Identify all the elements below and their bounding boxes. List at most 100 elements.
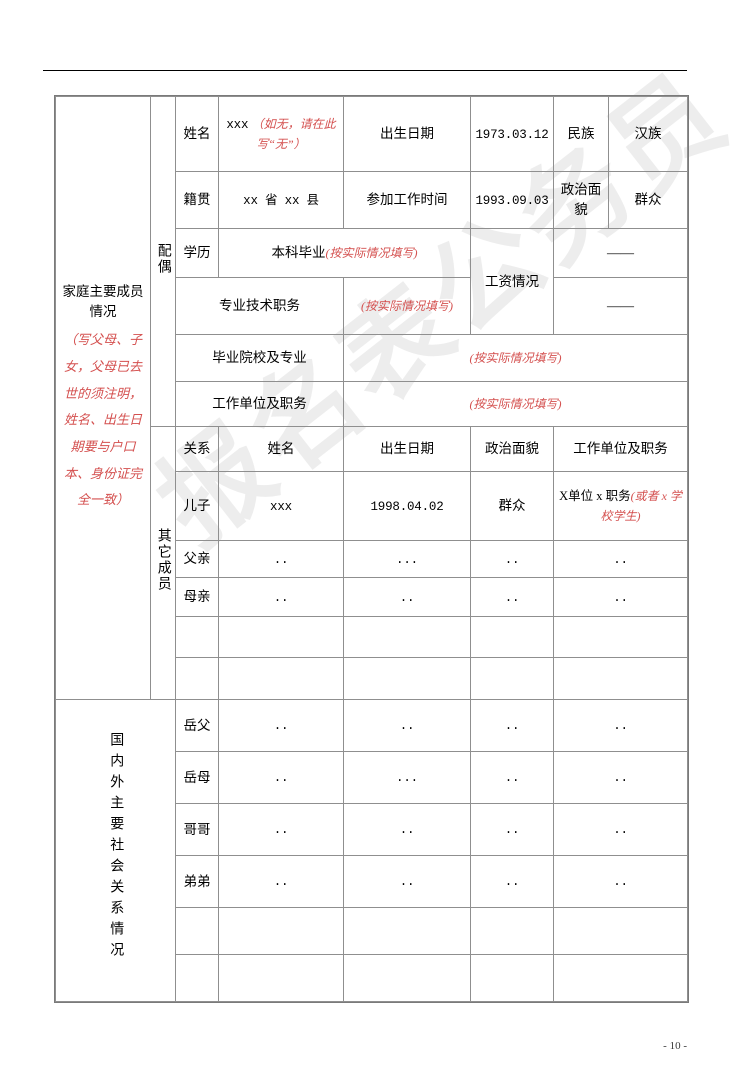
members-header-name: 姓名 — [267, 441, 295, 457]
spouse-birth-label-cell: 出生日期 — [343, 96, 471, 172]
social-row-4-name-cell[interactable] — [218, 907, 344, 955]
family-row-0-birth-cell[interactable]: 1998.04.02 — [343, 471, 471, 541]
social-row-4-political-cell[interactable] — [470, 907, 554, 955]
family-row-4-relation-cell[interactable] — [175, 657, 219, 700]
table-row — [56, 954, 688, 1002]
family-row-2-workunit-cell[interactable]: .. — [553, 577, 688, 617]
spouse-school-value-cell[interactable]: (按实际情况填写) — [343, 334, 688, 382]
family-row-1-relation-cell[interactable]: 父亲 — [175, 540, 219, 578]
family-row-4-name-cell[interactable] — [218, 657, 344, 700]
social-row-4-relation-cell[interactable] — [175, 907, 219, 955]
social-row-1-workunit-cell[interactable]: .. — [553, 751, 688, 804]
social-row-workunit: .. — [613, 875, 628, 890]
registration-form-sheet: 家庭主要成员情况 （写父母、子女，父母已去世的须注明，姓名、出生日期要与户口本、… — [54, 95, 689, 1003]
spouse-ethnicity-value-cell[interactable]: 汉族 — [608, 96, 688, 172]
social-row-2-workunit-cell[interactable]: .. — [553, 803, 688, 856]
social-row-5-political-cell[interactable] — [470, 954, 554, 1002]
spouse-birth-value-cell[interactable]: 1973.03.12 — [470, 96, 554, 172]
spouse-education-value-cell[interactable]: 本科毕业(按实际情况填写) — [218, 228, 471, 278]
social-row-1-birth-cell[interactable]: ... — [343, 751, 471, 804]
social-row-birth: .. — [399, 823, 415, 838]
other-members-label: 其它成员 — [155, 528, 171, 593]
spouse-ethnicity-label: 民族 — [567, 126, 595, 142]
social-row-0-political-cell[interactable]: .. — [470, 699, 554, 752]
family-row-0-political-cell[interactable]: 群众 — [470, 471, 554, 541]
family-row-0-name-cell[interactable]: xxx — [218, 471, 344, 541]
spouse-name-note: （如无，请在此写“无”） — [251, 117, 336, 152]
spouse-name-value-cell[interactable]: xxx （如无，请在此写“无”） — [218, 96, 344, 172]
spouse-name-label: 姓名 — [183, 126, 211, 142]
spouse-workstart-label-cell: 参加工作时间 — [343, 171, 471, 229]
social-row-5-workunit-cell[interactable] — [553, 954, 688, 1002]
social-row-3-birth-cell[interactable]: .. — [343, 855, 471, 908]
social-row-5-name-cell[interactable] — [218, 954, 344, 1002]
family-row-4-political-cell[interactable] — [470, 657, 554, 700]
family-row-4-birth-cell[interactable] — [343, 657, 471, 700]
spouse-label-cell: 配偶 — [150, 96, 176, 427]
spouse-political-value-cell[interactable]: 群众 — [608, 171, 688, 229]
social-row-0-relation-cell[interactable]: 岳父 — [175, 699, 219, 752]
spouse-ethnicity-label-cell: 民族 — [553, 96, 609, 172]
family-row-workunit: X单位 x 职务 — [559, 489, 631, 504]
family-row-workunit-note: (或者 x 学校学生) — [600, 489, 682, 523]
spouse-education-value: 本科毕业 — [271, 245, 326, 261]
family-row-2-name-cell[interactable]: .. — [218, 577, 344, 617]
social-row-2-name-cell[interactable]: .. — [218, 803, 344, 856]
spouse-techtitle-value-cell[interactable]: (按实际情况填写) — [343, 277, 471, 335]
family-row-4-workunit-cell[interactable] — [553, 657, 688, 700]
social-row-3-workunit-cell[interactable]: .. — [553, 855, 688, 908]
social-row-2-birth-cell[interactable]: .. — [343, 803, 471, 856]
social-row-1-political-cell[interactable]: .. — [470, 751, 554, 804]
spouse-origin-value: xx 省 xx 县 — [243, 193, 319, 208]
spouse-birth-value: 1973.03.12 — [475, 127, 549, 142]
social-row-political: .. — [504, 771, 520, 786]
family-row-relation: 儿子 — [183, 498, 211, 514]
social-row-4-workunit-cell[interactable] — [553, 907, 688, 955]
social-row-0-birth-cell[interactable]: .. — [343, 699, 471, 752]
social-row-2-relation-cell[interactable]: 哥哥 — [175, 803, 219, 856]
spouse-origin-value-cell[interactable]: xx 省 xx 县 — [218, 171, 344, 229]
members-header-workunit-cell: 工作单位及职务 — [553, 426, 688, 472]
table-row: 其它成员 关系 姓名 出生日期 政治面貌 工作单位及职务 — [56, 426, 688, 700]
spouse-workunit-value-cell[interactable]: (按实际情况填写) — [343, 381, 688, 427]
social-row-0-name-cell[interactable]: .. — [218, 699, 344, 752]
family-row-1-political-cell[interactable]: .. — [470, 540, 554, 578]
social-row-2-political-cell[interactable]: .. — [470, 803, 554, 856]
table-row: 国内外主要社会关系情况 岳父 .. .. .. .. — [55, 699, 688, 1002]
family-row-3-workunit-cell[interactable] — [553, 616, 688, 658]
social-row-political: .. — [504, 875, 520, 890]
social-row-1-name-cell[interactable]: .. — [218, 751, 344, 804]
family-row-3-birth-cell[interactable] — [343, 616, 471, 658]
social-row-birth: ... — [396, 771, 418, 786]
social-row-3-name-cell[interactable]: .. — [218, 855, 344, 908]
family-row-2-relation-cell[interactable]: 母亲 — [175, 577, 219, 617]
other-members-label-cell: 其它成员 — [150, 426, 176, 700]
family-row-3-political-cell[interactable] — [470, 616, 554, 658]
social-row-4-birth-cell[interactable] — [343, 907, 471, 955]
spouse-education-note: (按实际情况填写) — [325, 246, 418, 261]
spouse-salary-value-2-cell[interactable]: —— — [553, 277, 688, 335]
social-row-1-relation-cell[interactable]: 岳母 — [175, 751, 219, 804]
social-row-5-relation-cell[interactable] — [175, 954, 219, 1002]
family-row-2-political-cell[interactable]: .. — [470, 577, 554, 617]
family-row-0-workunit-cell[interactable]: X单位 x 职务(或者 x 学校学生) — [553, 471, 688, 541]
family-row-3-relation-cell[interactable] — [175, 616, 219, 658]
social-row-0-workunit-cell[interactable]: .. — [553, 699, 688, 752]
spouse-workstart-value-cell[interactable]: 1993.09.03 — [470, 171, 554, 229]
family-row-0-relation-cell[interactable]: 儿子 — [175, 471, 219, 541]
social-row-3-relation-cell[interactable]: 弟弟 — [175, 855, 219, 908]
family-row-3-name-cell[interactable] — [218, 616, 344, 658]
family-row-political: 群众 — [498, 498, 526, 514]
spouse-salary-value-1-cell[interactable]: —— — [553, 228, 688, 278]
social-row-3-political-cell[interactable]: .. — [470, 855, 554, 908]
table-row: 籍贯 xx 省 xx 县 参加工作时间 1993.09.03 政治面貌 群众 — [56, 171, 688, 229]
family-row-1-name-cell[interactable]: .. — [218, 540, 344, 578]
family-row-1-birth-cell[interactable]: ... — [343, 540, 471, 578]
social-row-birth: .. — [399, 719, 415, 734]
table-row: 哥哥 .. .. .. .. — [56, 803, 688, 856]
family-row-1-workunit-cell[interactable]: .. — [553, 540, 688, 578]
members-header-birth-cell: 出生日期 — [343, 426, 471, 472]
social-row-name: .. — [273, 875, 289, 890]
family-row-2-birth-cell[interactable]: .. — [343, 577, 471, 617]
social-row-5-birth-cell[interactable] — [343, 954, 471, 1002]
